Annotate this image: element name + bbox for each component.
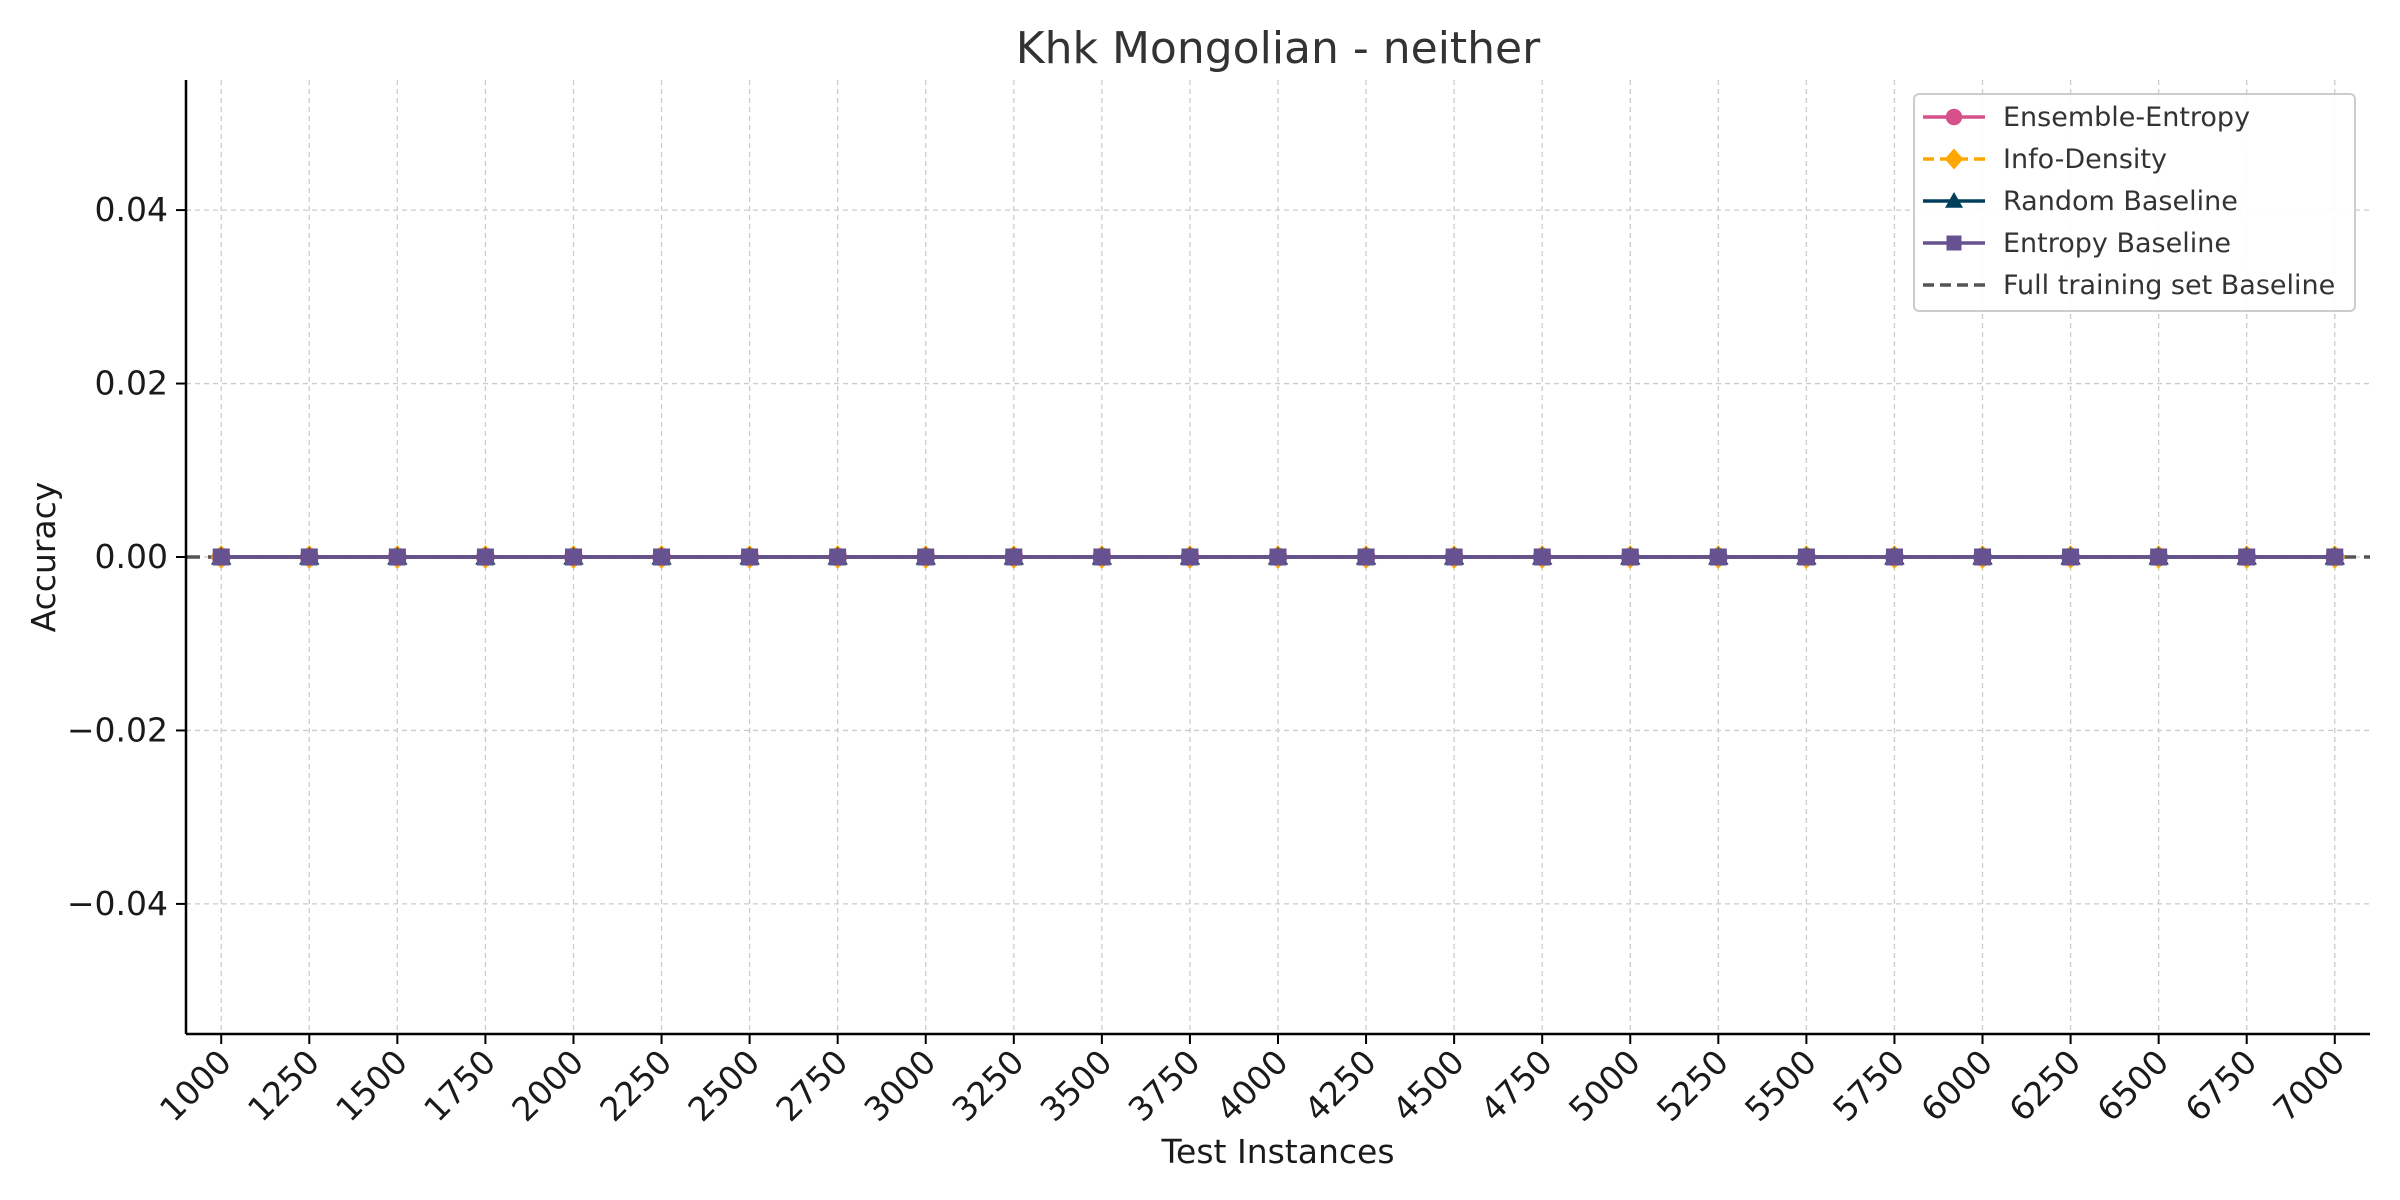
chart-title: Khk Mongolian - neither [1016, 23, 1541, 74]
legend-entry: Full training set Baseline [1923, 270, 2335, 301]
x-tick-label: 4500 [1385, 1042, 1472, 1129]
x-tick-label: 5500 [1737, 1042, 1824, 1129]
x-tick-label: 2250 [592, 1042, 679, 1129]
data-point [1181, 548, 1199, 566]
x-tick-label: 3250 [945, 1042, 1032, 1129]
data-point [917, 548, 935, 566]
x-tick-label: 6750 [2177, 1042, 2264, 1129]
data-point [1445, 548, 1463, 566]
x-tick-label: 3000 [856, 1042, 943, 1129]
y-tick-label: −0.02 [67, 710, 168, 749]
data-point [1533, 548, 1551, 566]
data-point [2238, 548, 2256, 566]
legend-label: Ensemble-Entropy [2003, 102, 2250, 133]
data-point [1709, 548, 1727, 566]
x-tick-label: 6000 [1913, 1042, 2000, 1129]
x-tick-label: 2000 [504, 1042, 591, 1129]
y-tick-label: −0.04 [67, 884, 168, 923]
data-point [1269, 548, 1287, 566]
data-point [829, 548, 847, 566]
x-tick-label: 2500 [680, 1042, 767, 1129]
x-tick-label: 2750 [768, 1042, 855, 1129]
series-entropy-baseline [212, 548, 2344, 566]
x-ticks: 1000 1250 1500 1750 2000 2250 2500 2750 3000 3250… [152, 1034, 2352, 1129]
data-point [1974, 548, 1992, 566]
data-point [1797, 548, 1815, 566]
legend-entry: Entropy Baseline [1923, 228, 2231, 259]
data-point [564, 548, 582, 566]
data-point [1005, 548, 1023, 566]
x-tick-label: 3500 [1033, 1042, 1120, 1129]
x-tick-label: 5250 [1649, 1042, 1736, 1129]
x-tick-label: 3750 [1121, 1042, 1208, 1129]
data-point [2326, 548, 2344, 566]
data-point [1357, 548, 1375, 566]
legend-marker [1944, 148, 1964, 170]
x-tick-label: 4250 [1297, 1042, 1384, 1129]
legend-label: Random Baseline [2003, 186, 2238, 217]
x-axis-title: Test Instances [1160, 1132, 1394, 1171]
data-point [2062, 548, 2080, 566]
legend-label: Info-Density [2003, 144, 2167, 175]
x-tick-label: 6250 [2001, 1042, 2088, 1129]
legend-marker [1946, 235, 1962, 251]
legend-box [1913, 93, 2356, 312]
legend-entry: Ensemble-Entropy [1923, 102, 2250, 133]
data-point [741, 548, 759, 566]
data-point [388, 548, 406, 566]
x-tick-label: 4000 [1209, 1042, 1296, 1129]
data-point [1093, 548, 1111, 566]
data-point [300, 548, 318, 566]
x-tick-label: 5000 [1561, 1042, 1648, 1129]
series-layer [210, 545, 2346, 569]
legend: Ensemble-Entropy Info-Density Random Basel… [1913, 93, 2356, 312]
data-point [2150, 548, 2168, 566]
legend-marker [1945, 108, 1963, 126]
y-tick-label: 0.00 [95, 537, 168, 576]
data-point [1885, 548, 1903, 566]
y-tick-label: 0.04 [95, 190, 168, 229]
x-tick-label: 1000 [152, 1042, 239, 1129]
y-axis-title: Accuracy [24, 482, 63, 633]
y-tick-label: 0.02 [95, 364, 168, 403]
legend-entry: Random Baseline [1923, 186, 2238, 217]
data-point [1621, 548, 1639, 566]
data-point [476, 548, 494, 566]
x-tick-label: 1250 [240, 1042, 327, 1129]
legend-label: Entropy Baseline [2003, 228, 2231, 259]
y-ticks: −0.04 −0.02 0.00 0.02 0.04 [67, 190, 186, 923]
data-point [212, 548, 230, 566]
x-tick-label: 4750 [1473, 1042, 1560, 1129]
x-tick-label: 7000 [2265, 1042, 2352, 1129]
x-tick-label: 1750 [416, 1042, 503, 1129]
legend-marker [1945, 192, 1963, 208]
legend-label: Full training set Baseline [2003, 270, 2335, 301]
legend-entry: Info-Density [1923, 144, 2167, 175]
x-tick-label: 6500 [2089, 1042, 2176, 1129]
x-tick-label: 5750 [1825, 1042, 1912, 1129]
data-point [653, 548, 671, 566]
x-tick-label: 1500 [328, 1042, 415, 1129]
